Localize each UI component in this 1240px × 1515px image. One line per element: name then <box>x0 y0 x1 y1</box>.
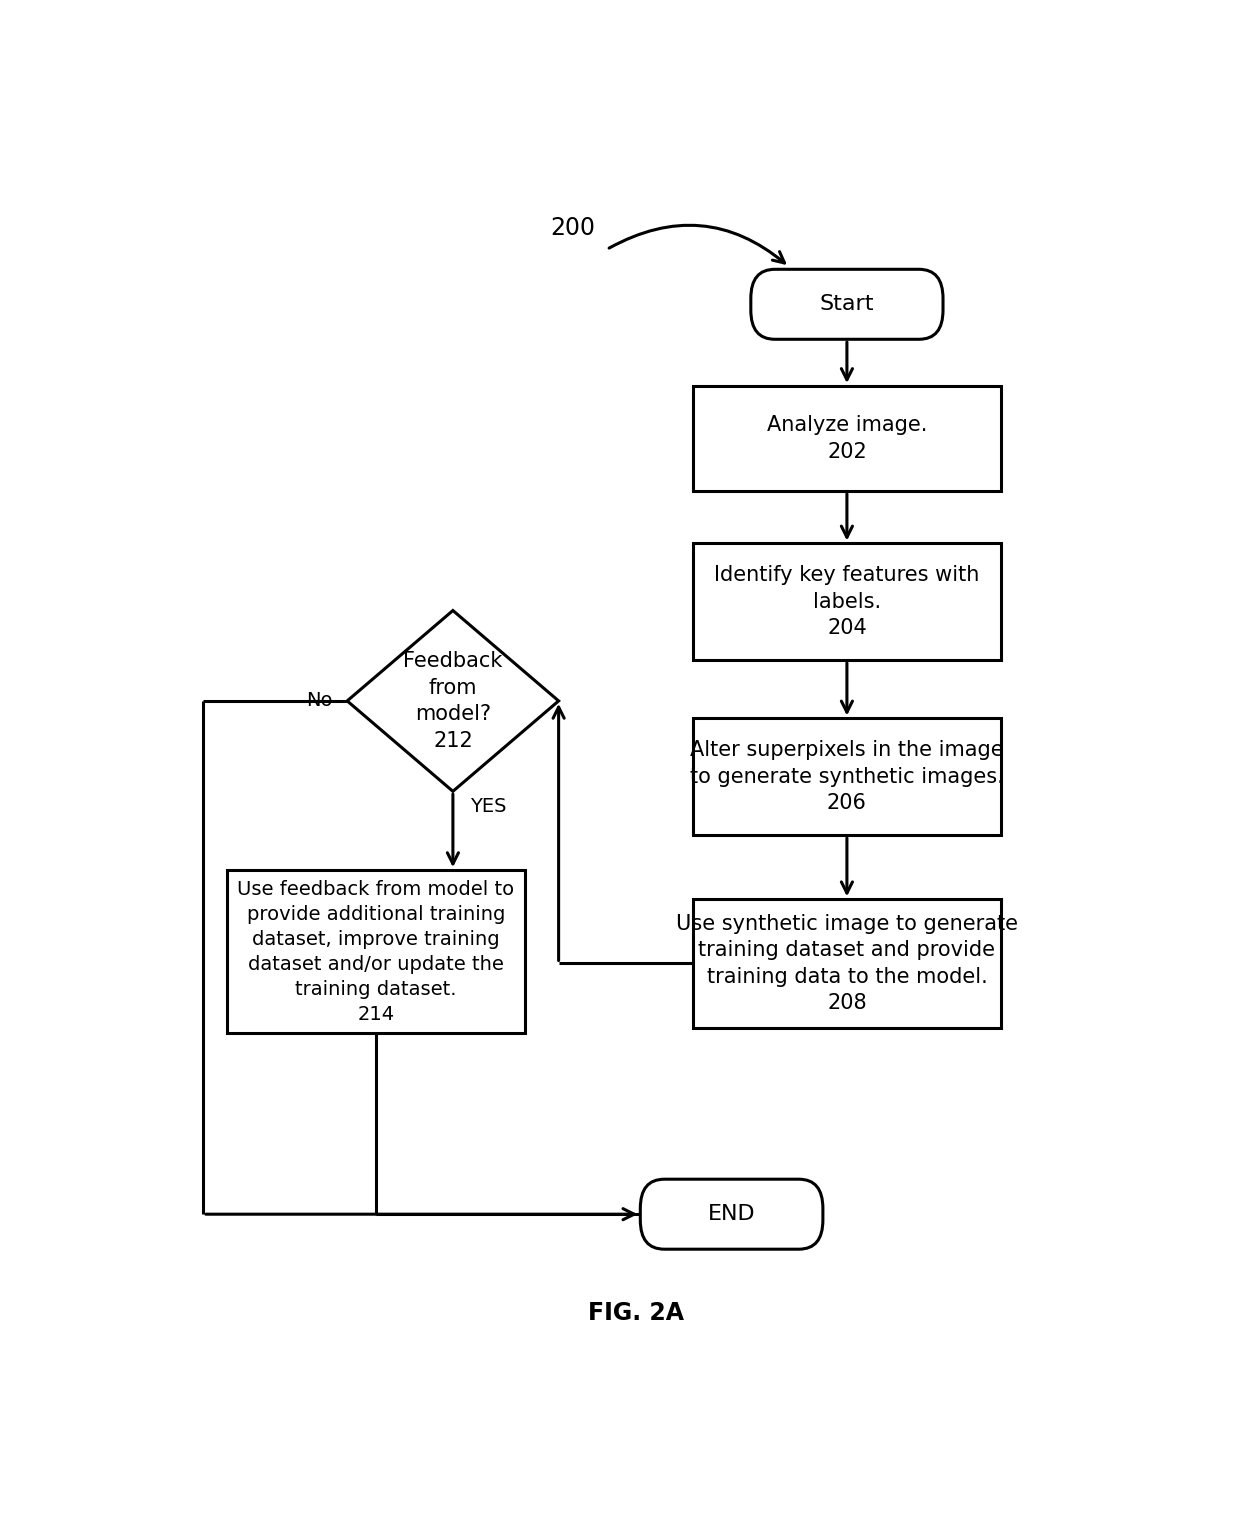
Text: END: END <box>708 1204 755 1224</box>
FancyBboxPatch shape <box>693 718 1001 835</box>
FancyBboxPatch shape <box>693 900 1001 1027</box>
Text: Use feedback from model to
provide additional training
dataset, improve training: Use feedback from model to provide addit… <box>238 880 515 1024</box>
Text: Use synthetic image to generate
training dataset and provide
training data to th: Use synthetic image to generate training… <box>676 914 1018 1014</box>
FancyBboxPatch shape <box>693 544 1001 661</box>
FancyBboxPatch shape <box>751 270 944 339</box>
Polygon shape <box>347 611 558 791</box>
Text: Start: Start <box>820 294 874 314</box>
Text: Analyze image.
202: Analyze image. 202 <box>766 415 928 462</box>
FancyBboxPatch shape <box>693 386 1001 491</box>
FancyBboxPatch shape <box>640 1179 823 1250</box>
FancyBboxPatch shape <box>227 870 525 1033</box>
Text: YES: YES <box>470 797 507 817</box>
Text: Feedback
from
model?
212: Feedback from model? 212 <box>403 651 502 750</box>
Text: No: No <box>306 691 332 711</box>
Text: FIG. 2A: FIG. 2A <box>588 1301 683 1326</box>
Text: Alter superpixels in the image
to generate synthetic images.
206: Alter superpixels in the image to genera… <box>689 741 1004 814</box>
Text: Identify key features with
labels.
204: Identify key features with labels. 204 <box>714 565 980 638</box>
Text: 200: 200 <box>551 217 595 241</box>
FancyArrowPatch shape <box>609 226 785 264</box>
